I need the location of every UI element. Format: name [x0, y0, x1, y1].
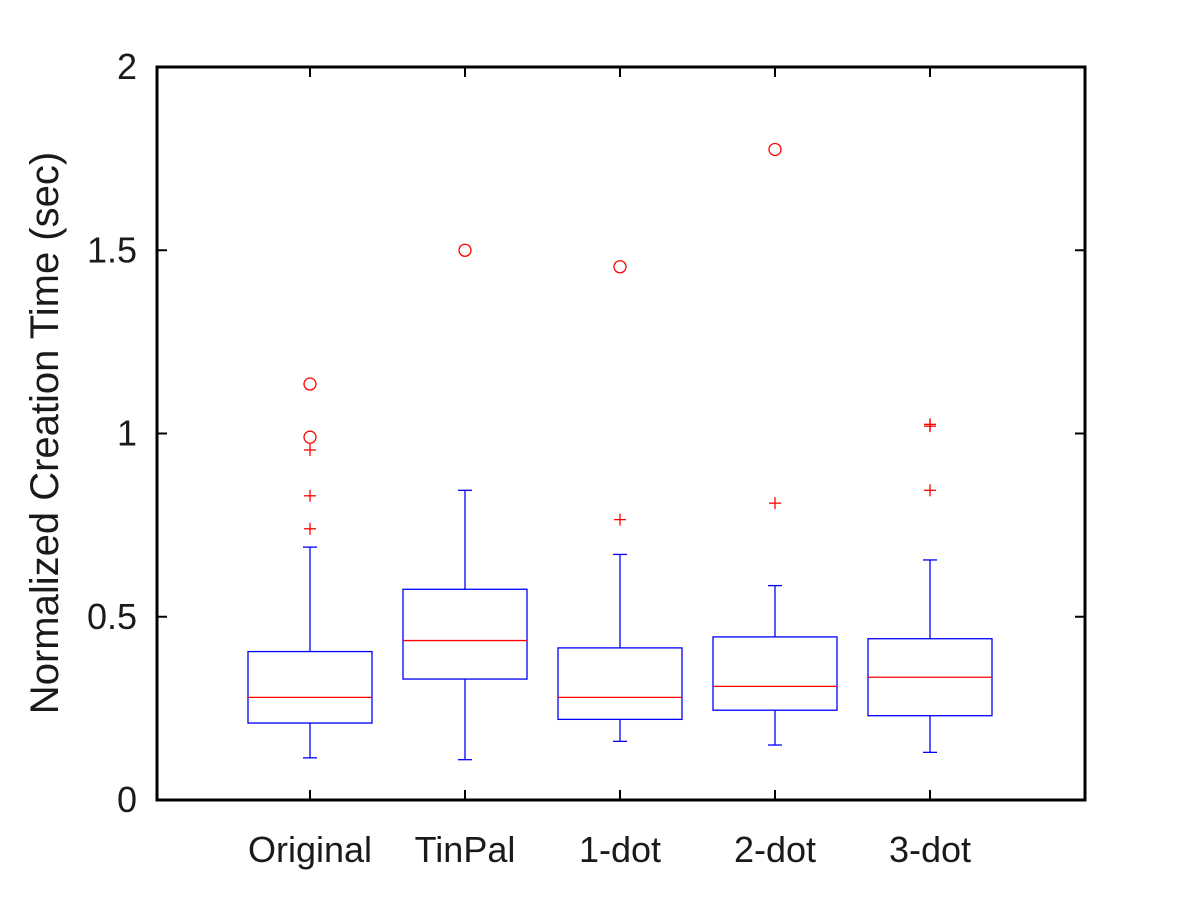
- outlier-plus: [304, 489, 316, 502]
- x-tick-label: 1-dot: [579, 829, 661, 870]
- iqr-box: [712, 636, 838, 711]
- x-tick-label: 2-dot: [734, 829, 816, 870]
- x-tick-label: Original: [248, 829, 372, 870]
- plot-frame: [155, 65, 1087, 802]
- outlier-circle: [613, 260, 627, 274]
- box-group-3-dot: [867, 418, 993, 754]
- y-tick-label: 0.5: [87, 596, 137, 637]
- outlier-plus: [304, 443, 316, 456]
- outlier-plus: [924, 418, 936, 431]
- x-axis: Original TinPal 1-dot 2-dot 3-dot: [248, 67, 971, 870]
- outlier-circle: [303, 430, 317, 444]
- iqr-box: [247, 650, 373, 724]
- x-tick-label: 3-dot: [889, 829, 971, 870]
- box-group-2-dot: [712, 142, 838, 746]
- box-group-tinpal: [402, 243, 528, 761]
- y-tick-label: 2: [117, 46, 137, 87]
- iqr-box: [557, 647, 683, 721]
- x-tick-label: TinPal: [415, 829, 516, 870]
- outlier-plus: [304, 522, 316, 535]
- outlier-circle: [768, 142, 782, 157]
- box-group-1-dot: [557, 260, 683, 743]
- y-axis-title: Normalized Creation Time (sec): [23, 152, 67, 714]
- y-tick-label: 1.5: [87, 229, 137, 270]
- outlier-circle: [458, 243, 472, 257]
- outlier-plus: [769, 497, 781, 510]
- y-tick-label: 0: [117, 779, 137, 820]
- outlier-plus: [614, 513, 626, 526]
- iqr-box: [402, 588, 528, 680]
- box-group-original: [247, 377, 373, 759]
- y-axis: 0 0.5 1 1.5 2: [87, 46, 1085, 820]
- outlier-circle: [303, 377, 317, 391]
- plot-marks: [247, 142, 993, 761]
- outlier-plus: [924, 484, 936, 497]
- y-tick-label: 1: [117, 413, 137, 454]
